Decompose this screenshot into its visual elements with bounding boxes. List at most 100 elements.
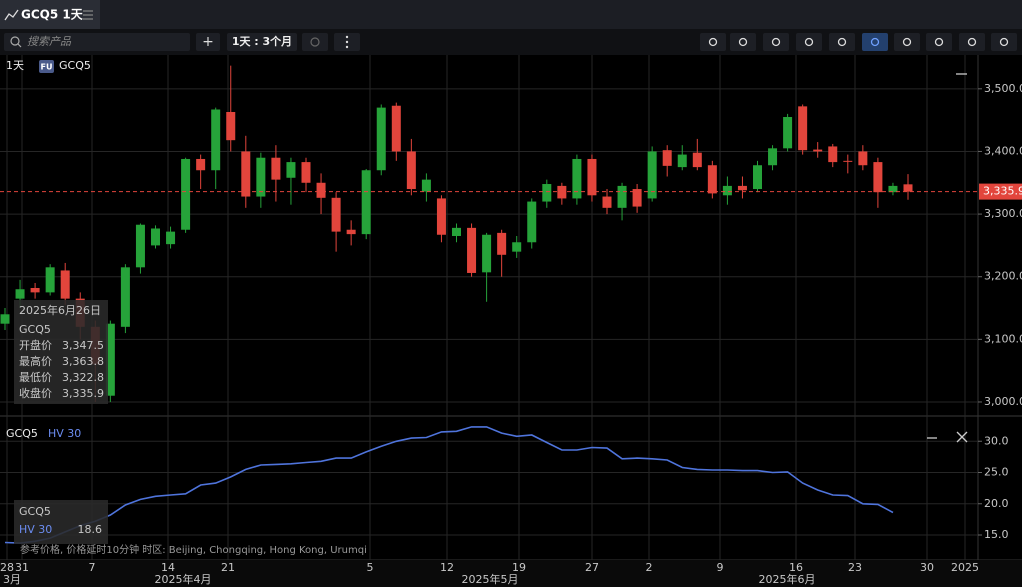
tooltip-label: 最高价 <box>19 354 52 368</box>
more-icon <box>345 35 349 49</box>
tooltip-rows: 开盘价 3,347.5 最高价 3,363.8 最低价 3,322.8 收盘价 3,335.9 <box>19 338 104 400</box>
tool-button[interactable] <box>926 33 952 51</box>
tooltip-value: 3,347.5 <box>62 339 104 352</box>
indicator-name: HV 30 <box>48 427 81 440</box>
period-button[interactable] <box>227 33 297 51</box>
title-bar <box>0 0 1022 29</box>
candle-body <box>181 158 191 230</box>
x-tick-label: 28 <box>0 561 14 574</box>
candle-body <box>617 185 627 208</box>
tool-button[interactable] <box>894 33 920 51</box>
candle-body <box>888 185 898 193</box>
x-tick-label: 2 <box>646 561 653 574</box>
tool-icon <box>999 37 1009 47</box>
price-pane <box>0 55 978 413</box>
tool-icon <box>738 37 748 47</box>
x-tick-label: 2025 <box>951 561 979 574</box>
candle-body <box>722 185 732 196</box>
tool-icon <box>902 37 912 47</box>
tab-icon <box>4 9 19 21</box>
candle-body <box>105 323 115 396</box>
candle-body <box>391 105 401 152</box>
candle-body <box>346 229 356 235</box>
y-tick-label: 30.0 <box>984 434 1009 447</box>
candle-body <box>436 198 446 235</box>
interval-label: 1天 <box>6 59 24 72</box>
tool-button[interactable] <box>959 33 985 51</box>
tooltip-date: 2025年6月26日 <box>19 303 101 317</box>
candle-body <box>60 270 70 299</box>
candle-body <box>406 151 416 190</box>
add-button[interactable] <box>196 33 220 51</box>
candle-body <box>166 231 176 245</box>
candle-body <box>692 152 702 168</box>
refresh-button[interactable] <box>302 33 328 51</box>
candle-body <box>903 184 913 192</box>
x-tick-label: 21 <box>221 561 235 574</box>
search-placeholder: 搜索产品 <box>27 35 72 48</box>
candle-body <box>361 170 371 235</box>
indicator-tooltip-value: 18.6 <box>78 523 103 536</box>
x-axis <box>0 560 1022 587</box>
x-month-label: 2025年5月 <box>462 572 519 586</box>
tool-button[interactable] <box>829 33 855 51</box>
indicator-tooltip <box>14 500 108 544</box>
candle-body <box>527 201 537 243</box>
tool-button[interactable] <box>862 33 888 51</box>
footer: 参考价格, 价格延时10分钟 时区: Beijing, Chongqing, H… <box>20 543 367 556</box>
tool-icon <box>771 37 781 47</box>
tab-title[interactable]: GCQ5 1天 <box>21 8 84 22</box>
candle-body <box>858 151 868 166</box>
refresh-icon <box>310 37 320 47</box>
candle-body <box>421 179 431 192</box>
x-tick-label: 5 <box>367 561 374 574</box>
candle-body <box>0 314 10 324</box>
x-tick-label: 9 <box>717 561 724 574</box>
candle-body <box>512 242 522 252</box>
tool-button[interactable] <box>700 33 726 51</box>
candle-body <box>452 227 461 237</box>
close-button[interactable] <box>956 431 968 443</box>
search-icon <box>10 36 20 46</box>
tool-icon <box>837 37 847 47</box>
indicator-line <box>4 426 894 544</box>
tool-icon <box>870 37 880 47</box>
x-month-label: 3月 <box>3 573 21 586</box>
candle-body <box>828 146 838 163</box>
candle-body <box>135 224 145 268</box>
candle-body <box>677 154 687 168</box>
tooltip-symbol: GCQ5 <box>19 323 51 336</box>
candle-body <box>256 157 266 197</box>
y-tick-label: 3,000.0 <box>984 395 1022 408</box>
tool-button[interactable] <box>796 33 822 51</box>
badge <box>39 60 54 73</box>
x-tick-label: 27 <box>585 561 599 574</box>
candle-body <box>843 160 853 162</box>
marks <box>0 65 978 544</box>
tab-menu[interactable] <box>83 10 93 20</box>
last-price-label: 3,335.9 <box>983 185 1022 198</box>
candle-body <box>151 228 160 246</box>
candle-body <box>241 151 251 197</box>
tool-button[interactable] <box>991 33 1017 51</box>
candle-body <box>30 287 40 293</box>
y-tick-label: 20.0 <box>984 497 1009 510</box>
tool-icon <box>708 37 718 47</box>
tooltip-value: 3,322.8 <box>62 371 104 384</box>
period-label: 1天 : 3个月 <box>232 34 292 48</box>
tooltip <box>14 300 108 404</box>
candle-body <box>301 162 311 183</box>
y-tick-label: 3,100.0 <box>984 332 1022 345</box>
candle-body <box>271 157 281 180</box>
tool-button[interactable] <box>730 33 756 51</box>
candle-body <box>497 232 507 255</box>
x-tick-label: 12 <box>440 561 454 574</box>
search-box[interactable] <box>4 33 190 51</box>
candle-body <box>226 111 236 141</box>
candle-body <box>662 150 672 166</box>
candle-body <box>482 234 492 273</box>
tool-button[interactable] <box>763 33 789 51</box>
candle-body <box>737 185 747 191</box>
y-tick-label: 25.0 <box>984 466 1009 479</box>
candle-body <box>768 148 778 166</box>
